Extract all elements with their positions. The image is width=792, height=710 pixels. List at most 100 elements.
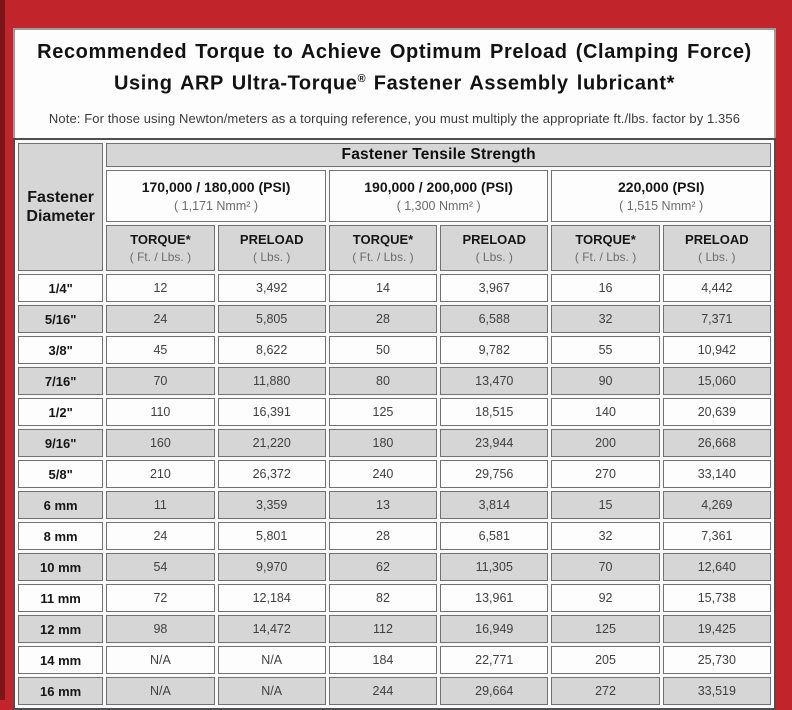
torque-unit: ( Ft. / Lbs. ) [352,250,414,264]
psi-group-header-2: 190,000 / 200,000 (PSI) ( 1,300 Nmm² ) [328,170,549,222]
table-cell: 3,814 [440,491,549,519]
table-row: 5/8" 210 26,372 240 29,756 270 33,140 [18,460,771,488]
table-row: 5/16" 24 5,805 28 6,588 32 7,371 [18,305,771,333]
table-cell: 13,470 [440,367,549,395]
row-label-diameter: 1/4" [18,274,104,302]
table-cell: 16 [551,274,660,302]
table-cell: 7,371 [662,305,771,333]
preload-label: PRELOAD [462,232,527,247]
table-row: 3/8" 45 8,622 50 9,782 55 10,942 [18,336,771,364]
table-cell: 19,425 [662,615,771,643]
corner-header-line1: Fastener [27,189,94,206]
torque-unit: ( Ft. / Lbs. ) [129,250,192,264]
torque-label: TORQUE* [130,232,191,247]
table-body: Fastener Diameter Fastener Tensile Stren… [18,143,771,705]
table-cell: 11,305 [440,553,549,581]
table-row: 14 mm N/A N/A 184 22,771 205 25,730 [18,646,771,674]
table-cell: 210 [106,460,215,488]
preload-unit: ( Lbs. ) [253,250,291,264]
table-cell: 4,269 [662,491,771,519]
table-cell: 13 [328,491,438,519]
column-header-row: TORQUE* ( Ft. / Lbs. ) PRELOAD ( Lbs. ) … [18,225,771,271]
table-cell: 54 [106,553,215,581]
table-cell: 14 [328,274,438,302]
table-cell: 3,492 [217,274,326,302]
psi-label-2: 190,000 / 200,000 (PSI) [364,179,513,195]
preload-column-header-1: PRELOAD ( Lbs. ) [217,225,326,271]
table-cell: 62 [328,553,438,581]
preload-unit: ( Lbs. ) [475,250,513,264]
table-cell: 90 [551,367,660,395]
page-title-line2-text: Using ARP Ultra-Torque [113,72,358,95]
table-cell: 6,581 [440,522,549,550]
table-cell: 125 [551,615,660,643]
registered-trademark-symbol: ® [357,73,366,85]
nmm-label-2: ( 1,300 Nmm² ) [396,199,481,213]
torque-table: Fastener Diameter Fastener Tensile Stren… [13,138,776,710]
table-cell: 272 [551,677,660,705]
psi-group-header-1: 170,000 / 180,000 (PSI) ( 1,171 Nmm² ) [106,170,326,222]
table-cell: N/A [217,677,326,705]
nmm-label-3: ( 1,515 Nmm² ) [619,199,704,213]
table-cell: 12 [106,274,215,302]
table-row: 7/16" 70 11,880 80 13,470 90 15,060 [18,367,771,395]
torque-label: TORQUE* [352,232,414,247]
table-cell: 70 [551,553,660,581]
row-label-diameter: 12 mm [18,615,104,643]
table-cell: 98 [106,615,215,643]
preload-column-header-2: PRELOAD ( Lbs. ) [440,225,549,271]
corner-header-fastener-diameter: Fastener Diameter [18,143,104,271]
table-cell: 32 [551,522,660,550]
table-cell: 5,805 [217,305,326,333]
table-row: 6 mm 11 3,359 13 3,814 15 4,269 [18,491,771,519]
table-row: 9/16" 160 21,220 180 23,944 200 26,668 [18,429,771,457]
table-cell: 28 [328,305,438,333]
table-cell: 125 [328,398,438,426]
nmm-label-1: ( 1,171 Nmm² ) [174,199,259,213]
note-text: Note: For those using Newton/meters as a… [48,110,741,126]
table-cell: 55 [551,336,660,364]
table-row: 8 mm 24 5,801 28 6,581 32 7,361 [18,522,771,550]
table-cell: 29,756 [440,460,549,488]
table-cell: 15 [551,491,660,519]
table-cell: 33,140 [662,460,771,488]
table-cell: 29,664 [440,677,549,705]
preload-unit: ( Lbs. ) [698,250,736,264]
page-title-line2: Using ARP Ultra-Torque® Fastener Assembl… [15,66,774,98]
table-cell: 12,184 [217,584,326,612]
table-cell: 24 [106,305,215,333]
table-cell: 13,961 [440,584,549,612]
table-cell: 270 [551,460,660,488]
content-panel: Recommended Torque to Achieve Optimum Pr… [13,28,776,710]
table-row: 16 mm N/A N/A 244 29,664 272 33,519 [18,677,771,705]
table-row: 11 mm 72 12,184 82 13,961 92 15,738 [18,584,771,612]
torque-column-header-3: TORQUE* ( Ft. / Lbs. ) [551,225,660,271]
row-label-diameter: 14 mm [18,646,104,674]
table-cell: 25,730 [662,646,771,674]
torque-label: TORQUE* [575,232,636,247]
table-cell: 33,519 [662,677,771,705]
table-cell: 112 [328,615,438,643]
row-label-diameter: 5/8" [18,460,104,488]
table-cell: 32 [551,305,660,333]
preload-label: PRELOAD [685,232,749,247]
row-label-diameter: 8 mm [18,522,104,550]
table-cell: 50 [328,336,438,364]
table-cell: 21,220 [217,429,326,457]
tensile-header-row: Fastener Diameter Fastener Tensile Stren… [18,143,771,271]
row-label-diameter: 16 mm [18,677,104,705]
table-cell: 72 [106,584,215,612]
table-cell: 10,942 [662,336,771,364]
left-edge-stripe [0,0,5,700]
table-cell: 240 [328,460,438,488]
table-cell: 4,442 [662,274,771,302]
page-title: Recommended Torque to Achieve Optimum Pr… [15,39,774,98]
table-cell: 9,782 [440,336,549,364]
table-cell: 11,880 [217,367,326,395]
psi-label-3: 220,000 (PSI) [618,179,705,195]
table-cell: 15,738 [662,584,771,612]
row-label-diameter: 3/8" [18,336,104,364]
table-cell: 15,060 [662,367,771,395]
table-cell: 45 [106,336,215,364]
table-row: 1/4" 12 3,492 14 3,967 16 4,442 [18,274,771,302]
